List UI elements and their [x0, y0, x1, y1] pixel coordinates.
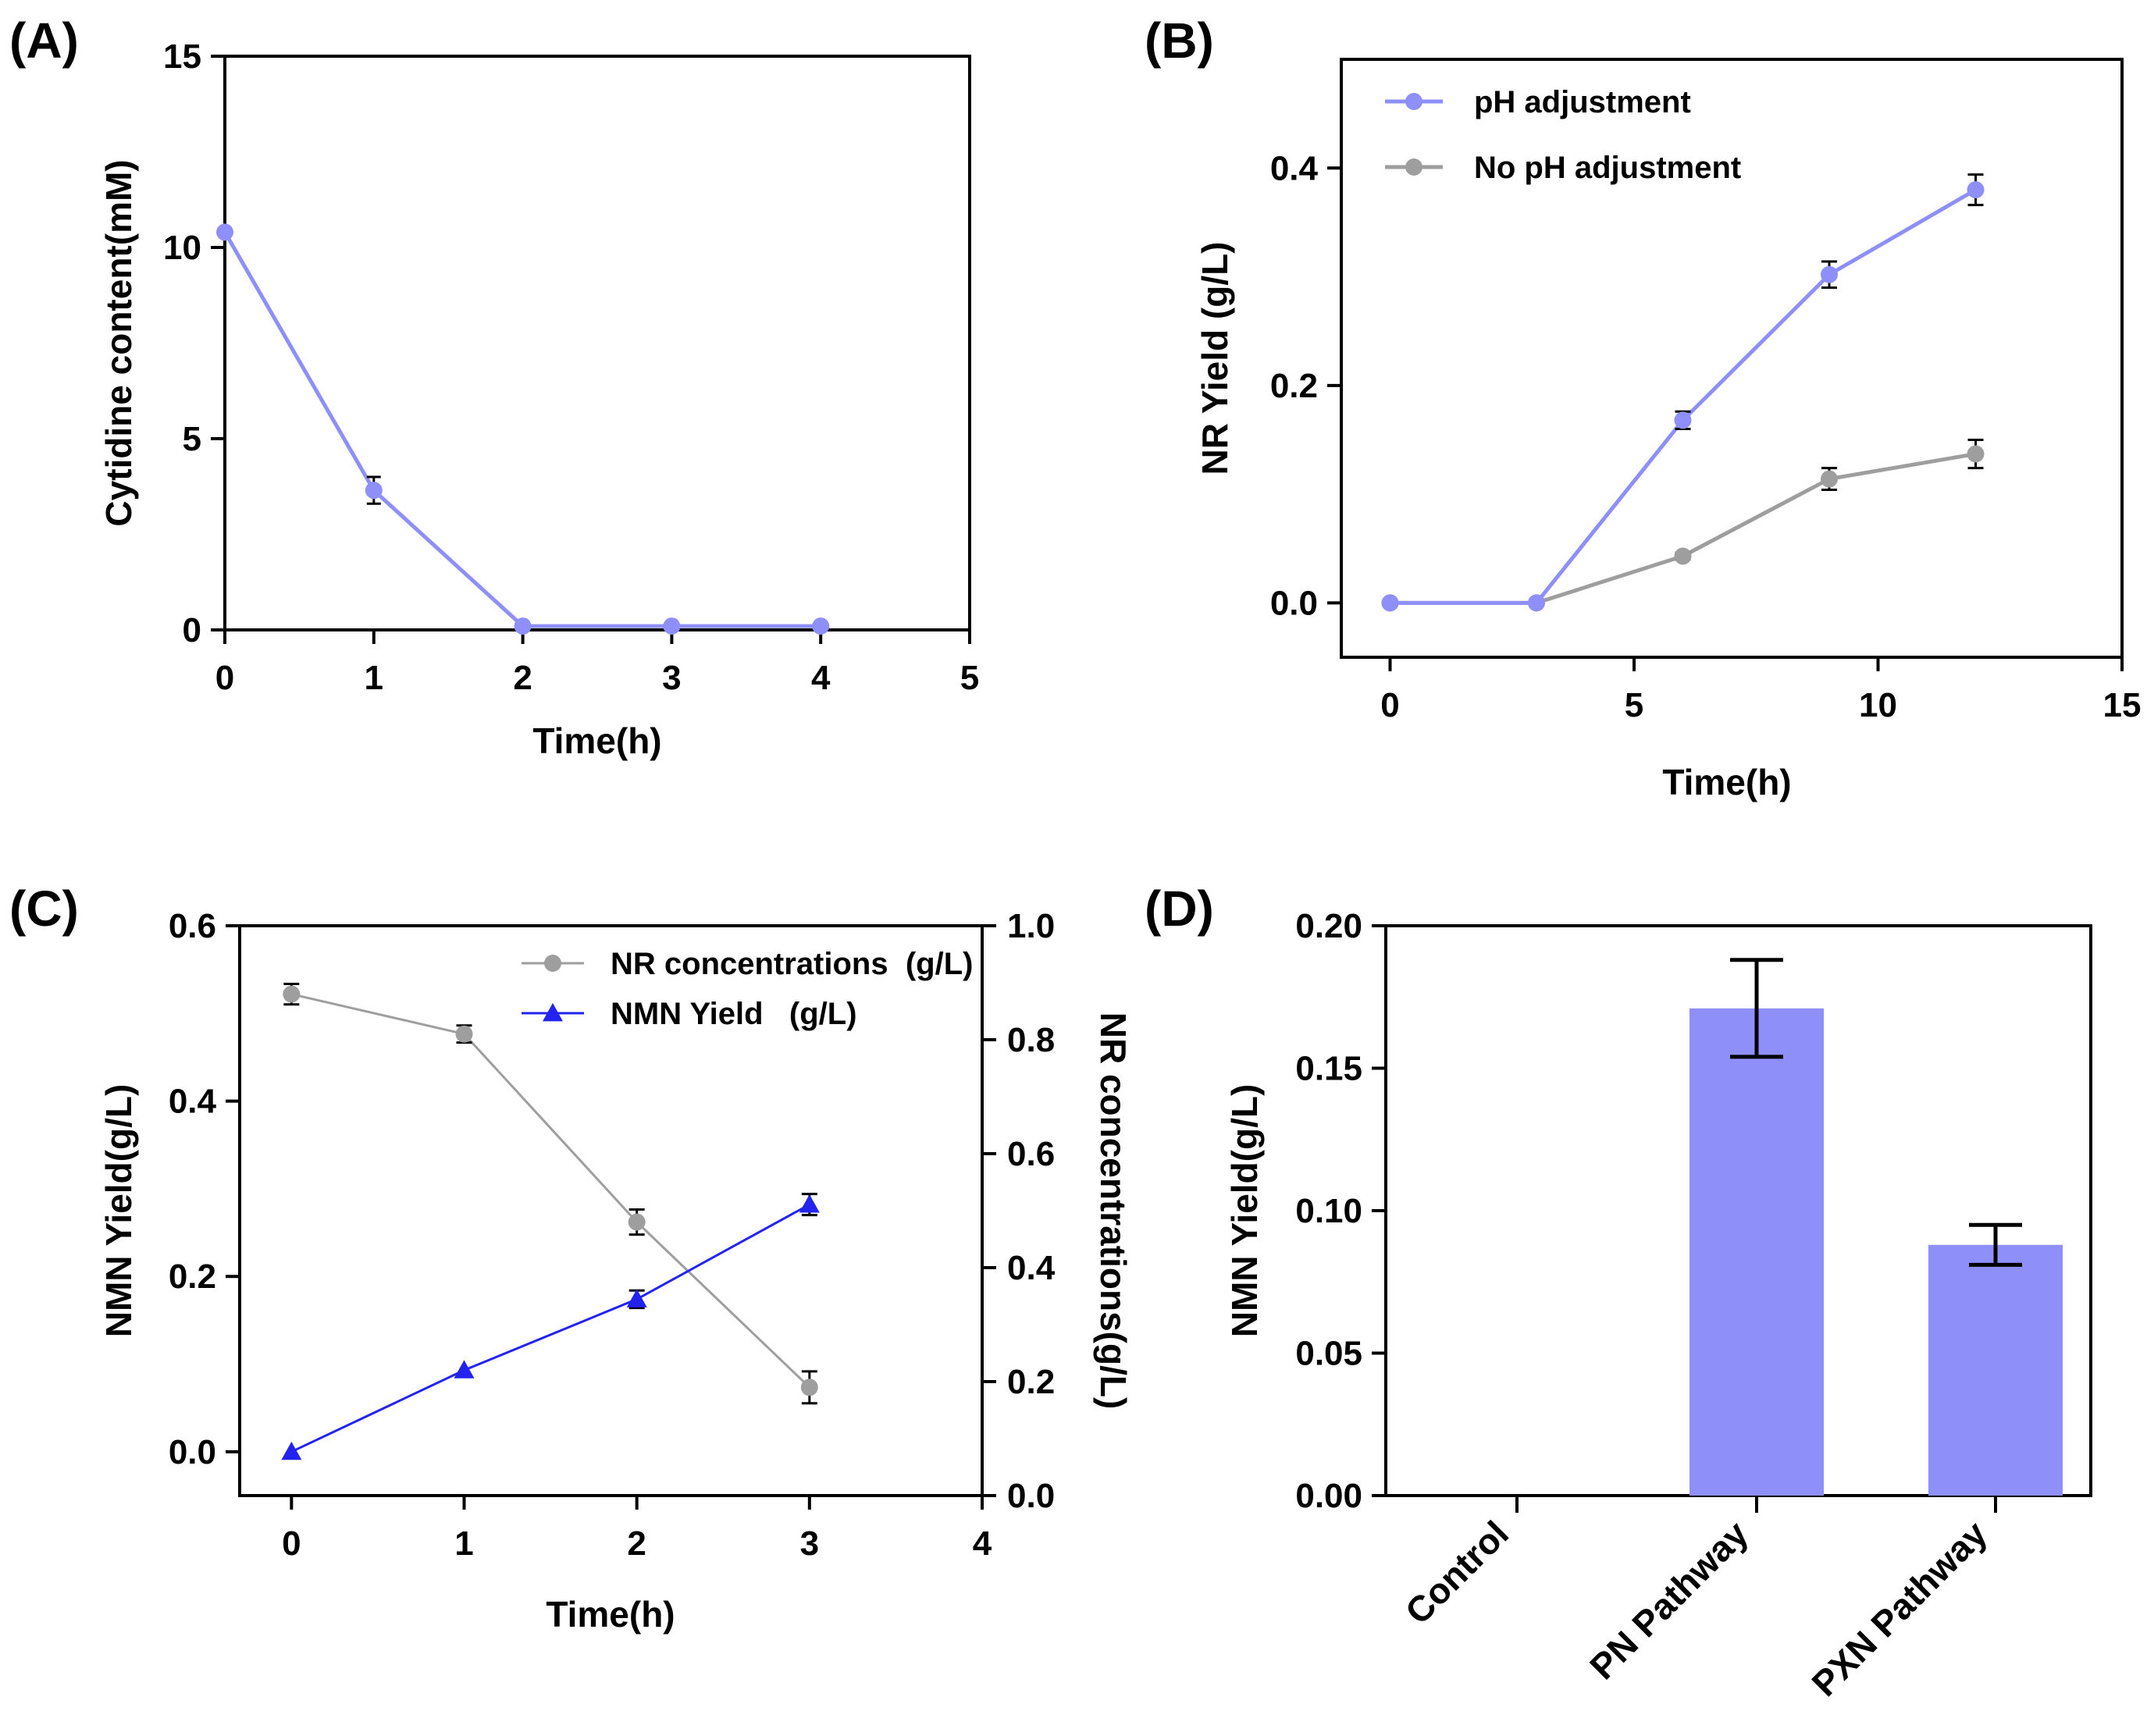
panel-b-legend-marker [1405, 158, 1422, 176]
panel-a-x-tick-label: 5 [960, 659, 979, 697]
panel-a: (A) 0 1 2 3 4 5 0 5 10 15 Time(h) Cytidine content(m… [9, 12, 979, 761]
panel-b-legend-label: pH adjustment [1474, 85, 1691, 119]
panel-d-label: (D) [1145, 880, 1214, 937]
panel-c-legend-marker [543, 1003, 563, 1022]
panel-c-data-point [799, 1194, 820, 1213]
panel-c-y-tick-label: 0.4 [169, 1083, 217, 1121]
panel-c-series-line [290, 1203, 810, 1453]
panel-b-data-point [1674, 547, 1692, 565]
panel-b-y-tick-label: 0.0 [1270, 584, 1318, 622]
panel-c-y-axis-title: NMN Yield(g/L) [98, 1084, 139, 1338]
panel-d-bar [1928, 1244, 2063, 1496]
panel-d-category-label: Control [1398, 1513, 1516, 1631]
panel-c-y-right-tick-label: 0.2 [1007, 1363, 1055, 1401]
panel-a-data-point [663, 617, 681, 635]
panel-b-legend-marker [1405, 93, 1422, 110]
panel-b-x-axis-title: Time(h) [1662, 762, 1791, 802]
panel-c-legend-label: NR concentrations (g/L) [611, 947, 973, 981]
panel-a-data-point [216, 223, 233, 241]
panel-d-bar [1689, 1008, 1824, 1496]
panel-a-x-tick-label: 1 [365, 659, 383, 697]
panel-a-series-line [223, 231, 821, 628]
panel-c-data-point [455, 1025, 473, 1043]
panel-a-y-tick-label: 0 [183, 611, 201, 649]
panel-c-label: (C) [9, 880, 79, 937]
panel-b-data-point [1528, 594, 1545, 612]
panel-b-data-point [1821, 265, 1838, 283]
panel-c-x-tick-label: 2 [627, 1524, 646, 1563]
panel-c-x-tick-label: 4 [973, 1524, 992, 1563]
panel-c-x-tick-label: 0 [282, 1524, 301, 1563]
panel-d-y-axis-title: NMN Yield(g/L) [1224, 1084, 1265, 1338]
panel-c-legend-label: NMN Yield (g/L) [611, 997, 857, 1031]
panel-c-y-tick-label: 0.2 [169, 1258, 216, 1296]
panel-b-data-point [1381, 594, 1399, 612]
panel-c-y-tick-label: 0.6 [169, 907, 216, 945]
panel-c-data-point [283, 985, 301, 1003]
panel-c: (C) 0 1 2 3 4 0.0 0.2 0.4 0.6 0.0 0.2 0.4 0.6 0.8 1.0 Ti… [9, 880, 1134, 1635]
panel-d-category-label: PXN Pathway [1803, 1513, 1995, 1704]
panel-d-y-tick-label: 0.05 [1295, 1335, 1362, 1373]
panel-a-label: (A) [9, 12, 79, 69]
panel-d-y-tick-label: 0.15 [1295, 1050, 1362, 1088]
panel-b-series-line [1390, 452, 1976, 605]
panel-b-y-tick-label: 0.4 [1270, 149, 1319, 187]
panel-b-x-tick-label: 10 [1859, 686, 1897, 724]
panel-c-data-point [626, 1289, 647, 1307]
panel-c-y-right-tick-label: 0.6 [1007, 1135, 1055, 1173]
panel-d-y-tick-label: 0.10 [1295, 1192, 1362, 1230]
panel-c-y-tick-label: 0.0 [169, 1433, 216, 1471]
panel-b-label: (B) [1145, 12, 1214, 69]
panel-a-frame [223, 55, 971, 631]
panel-a-data-point [365, 482, 383, 500]
panel-a-y-tick-label: 10 [163, 229, 201, 267]
panel-b-x-tick-label: 0 [1380, 686, 1399, 724]
panel-d-y-tick-label: 0.00 [1295, 1477, 1362, 1515]
panel-c-legend-marker [544, 955, 561, 972]
panel-c-y-right-tick-label: 0.8 [1007, 1021, 1055, 1059]
panel-c-data-point [628, 1213, 646, 1231]
panel-c-data-point [800, 1378, 818, 1396]
panel-c-data-point [454, 1360, 475, 1378]
panel-c-y-right-axis-title: NR concentrations(g/L) [1093, 1012, 1134, 1410]
panel-a-y-tick-label: 15 [163, 37, 201, 76]
panel-b: (B) 0 5 10 15 0.0 0.2 0.4 Time(h) NR Yield (g/L) p… [1145, 12, 2141, 802]
panel-b-series-line [1390, 187, 1977, 605]
panel-c-y-right-tick-label: 0.0 [1007, 1477, 1055, 1515]
panel-b-legend-label: No pH adjustment [1474, 151, 1741, 185]
panel-a-y-tick-label: 5 [183, 420, 201, 458]
panel-d-y-tick-label: 0.20 [1295, 907, 1362, 945]
panel-a-x-tick-label: 2 [513, 659, 532, 697]
panel-b-data-point [1967, 445, 1985, 463]
panel-c-x-tick-label: 1 [454, 1524, 473, 1563]
panel-a-x-tick-label: 4 [811, 659, 831, 697]
panel-a-data-point [812, 617, 830, 635]
panel-d-category-label: PN Pathway [1582, 1513, 1756, 1687]
panel-c-y-right-tick-label: 1.0 [1007, 907, 1055, 945]
panel-c-data-point [281, 1441, 302, 1460]
panel-a-y-axis-title: Cytidine content(mM) [98, 159, 139, 526]
panel-c-series-line [291, 993, 810, 1389]
panel-b-frame [1340, 58, 2124, 659]
panel-b-y-tick-label: 0.2 [1270, 367, 1318, 405]
panel-a-data-point [514, 617, 532, 635]
panel-b-data-point [1967, 181, 1985, 199]
panel-b-data-point [1674, 411, 1692, 429]
panel-b-data-point [1821, 470, 1838, 488]
panel-c-x-axis-title: Time(h) [546, 1594, 675, 1635]
panel-b-x-tick-label: 5 [1625, 686, 1643, 724]
panel-b-x-tick-label: 15 [2103, 686, 2142, 724]
panel-a-x-tick-label: 0 [215, 659, 234, 697]
panel-b-y-axis-title: NR Yield (g/L) [1195, 242, 1235, 475]
panel-c-y-right-tick-label: 0.4 [1007, 1249, 1056, 1287]
panel-c-frame [238, 924, 984, 1497]
panel-a-x-tick-label: 3 [662, 659, 681, 697]
panel-d: (D) 0.00 0.05 0.10 0.15 0.20 NMN Yield(g/L) Con… [1145, 880, 2092, 1704]
panel-c-x-tick-label: 3 [800, 1524, 819, 1563]
panel-a-x-axis-title: Time(h) [532, 720, 661, 761]
